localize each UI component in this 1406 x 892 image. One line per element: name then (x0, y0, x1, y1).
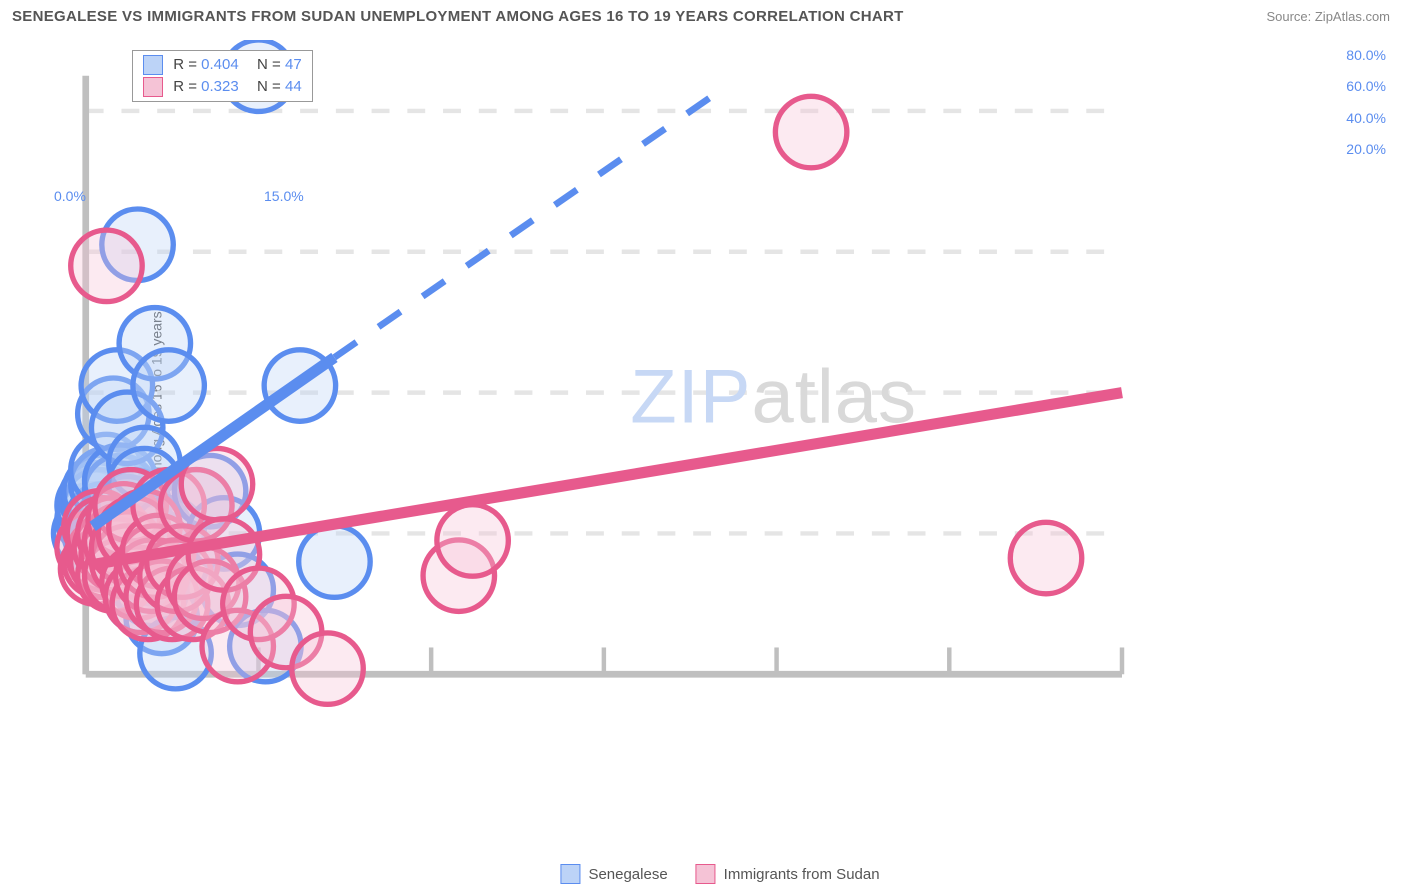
legend-swatch (143, 55, 163, 75)
data-point (437, 505, 508, 576)
x-tick-label: 0.0% (54, 188, 86, 204)
chart-area: Unemployment Among Ages 16 to 19 years Z… (50, 40, 1390, 852)
legend-series-item: Senegalese (560, 864, 667, 884)
data-point (133, 350, 204, 421)
trend-line-extrapolated (334, 90, 721, 358)
data-point (299, 526, 370, 597)
n-stat: N = 47 (249, 56, 302, 73)
x-tick-label: 15.0% (264, 188, 304, 204)
scatter-plot (50, 40, 1390, 710)
chart-title: SENEGALESE VS IMMIGRANTS FROM SUDAN UNEM… (12, 8, 904, 25)
data-point (292, 633, 363, 704)
data-point (1010, 522, 1081, 593)
r-stat: R = 0.323 (173, 78, 238, 95)
correlation-legend: R = 0.404 N = 47R = 0.323 N = 44 (132, 50, 312, 102)
legend-stat-row: R = 0.404 N = 47 (143, 55, 301, 75)
n-stat: N = 44 (249, 78, 302, 95)
y-tick-label: 40.0% (1346, 110, 1386, 126)
data-point (71, 230, 142, 301)
legend-series-label: Senegalese (588, 866, 667, 883)
legend-series-item: Immigrants from Sudan (696, 864, 880, 884)
source-label: Source: ZipAtlas.com (1266, 9, 1390, 24)
y-tick-label: 80.0% (1346, 47, 1386, 63)
legend-swatch (143, 77, 163, 97)
legend-stat-row: R = 0.323 N = 44 (143, 77, 301, 97)
legend-series-label: Immigrants from Sudan (724, 866, 880, 883)
series-legend: Senegalese Immigrants from Sudan (560, 864, 879, 884)
r-stat: R = 0.404 (173, 56, 238, 73)
data-point (775, 96, 846, 167)
y-tick-label: 60.0% (1346, 78, 1386, 94)
legend-swatch (560, 864, 580, 884)
y-tick-label: 20.0% (1346, 141, 1386, 157)
title-bar: SENEGALESE VS IMMIGRANTS FROM SUDAN UNEM… (0, 0, 1406, 29)
legend-swatch (696, 864, 716, 884)
